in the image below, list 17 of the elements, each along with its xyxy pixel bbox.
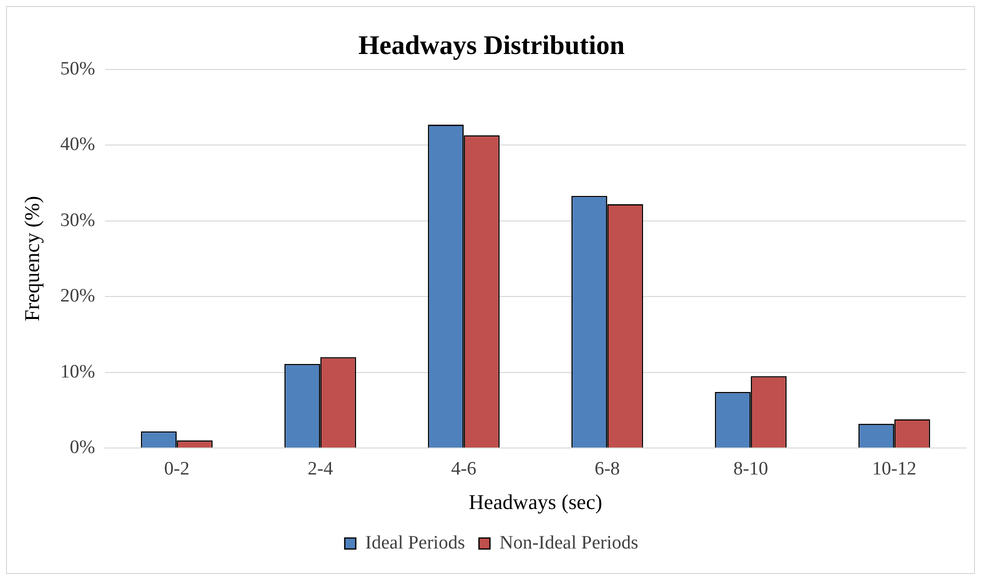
y-tick-label: 50% [60, 58, 96, 80]
legend-label: Ideal Periods [365, 532, 465, 554]
chart-title: Headways Distribution [358, 30, 625, 60]
x-axis-title: Headways (sec) [468, 490, 602, 514]
y-tick-label: 30% [60, 210, 96, 231]
x-tick-label: 8-10 [733, 458, 768, 480]
x-tick-label: 2-4 [308, 458, 334, 480]
y-tick-label: 10% [60, 361, 96, 382]
x-tick-label: 4-6 [451, 458, 476, 480]
y-tick-label: 40% [60, 134, 96, 156]
x-tick-label: 10-12 [872, 458, 916, 480]
x-tick-label: 6-8 [594, 458, 620, 480]
y-tick-label: 0% [70, 436, 96, 458]
legend-label: Non-Ideal Periods [499, 532, 638, 554]
y-tick-label: 20% [60, 286, 96, 307]
y-axis-title: Frequency (%) [20, 196, 44, 322]
x-tick-label: 0-2 [164, 458, 190, 480]
